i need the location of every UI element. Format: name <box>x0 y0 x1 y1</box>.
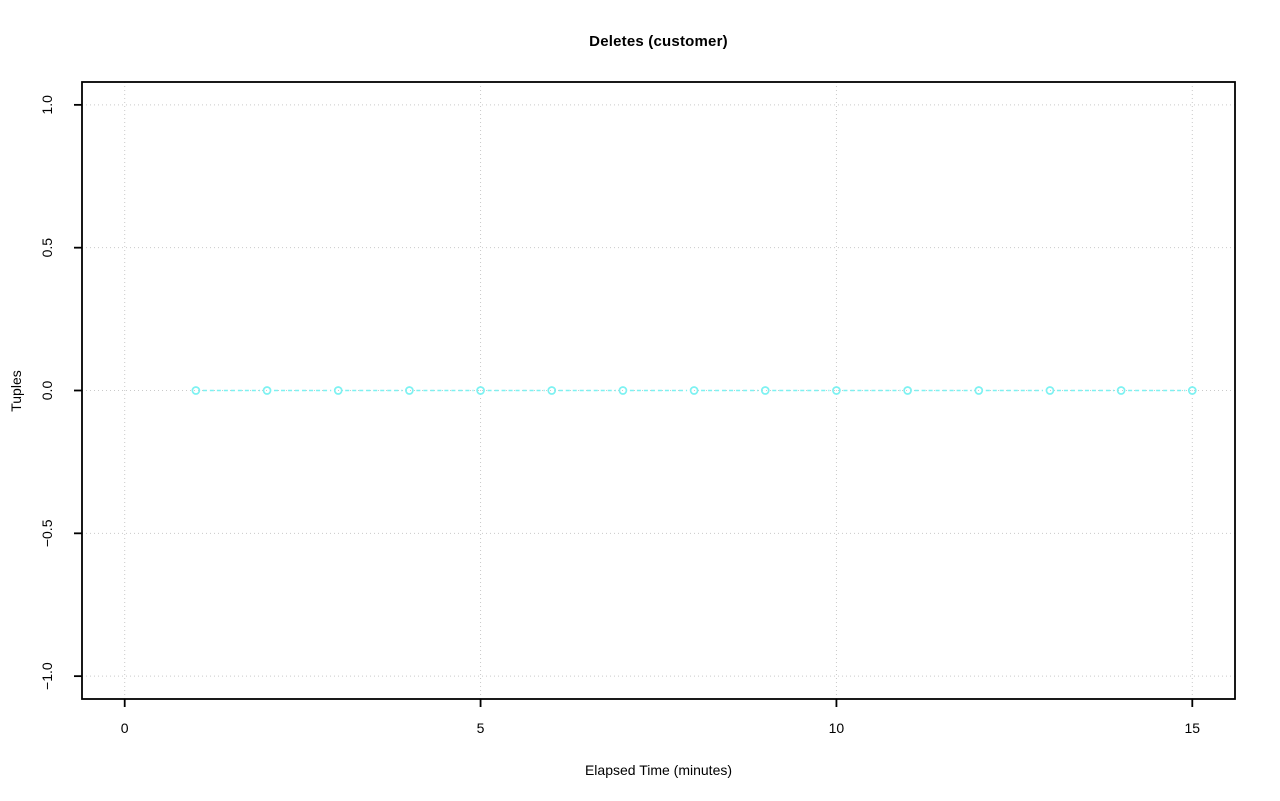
x-tick-label: 10 <box>829 720 845 736</box>
data-point <box>547 386 557 395</box>
data-point <box>405 386 414 395</box>
x-axis-label: Elapsed Time (minutes) <box>584 762 733 778</box>
data-point <box>689 386 699 395</box>
y-axis-label: Tuples <box>8 370 24 412</box>
data-point <box>618 386 628 395</box>
y-tick-label: 0.0 <box>39 381 55 401</box>
data-point <box>1045 386 1055 395</box>
data-point <box>974 386 984 395</box>
data-point <box>476 386 485 395</box>
y-tick-label: 0.5 <box>39 238 55 258</box>
data-point <box>191 386 201 395</box>
data-point <box>832 386 841 395</box>
y-tick-label: −0.5 <box>39 519 55 547</box>
y-tick-label: 1.0 <box>39 95 55 115</box>
chart-title: Deletes (customer) <box>589 33 728 50</box>
data-point <box>1116 386 1126 395</box>
data-point <box>760 386 770 395</box>
y-tick-label: −1.0 <box>39 662 55 690</box>
x-tick-label: 15 <box>1185 720 1201 736</box>
data-point <box>1187 386 1197 395</box>
data-point <box>333 386 343 395</box>
data-point <box>903 386 912 395</box>
data-point <box>262 386 272 395</box>
x-tick-label: 5 <box>477 720 485 736</box>
x-tick-label: 0 <box>121 720 129 736</box>
